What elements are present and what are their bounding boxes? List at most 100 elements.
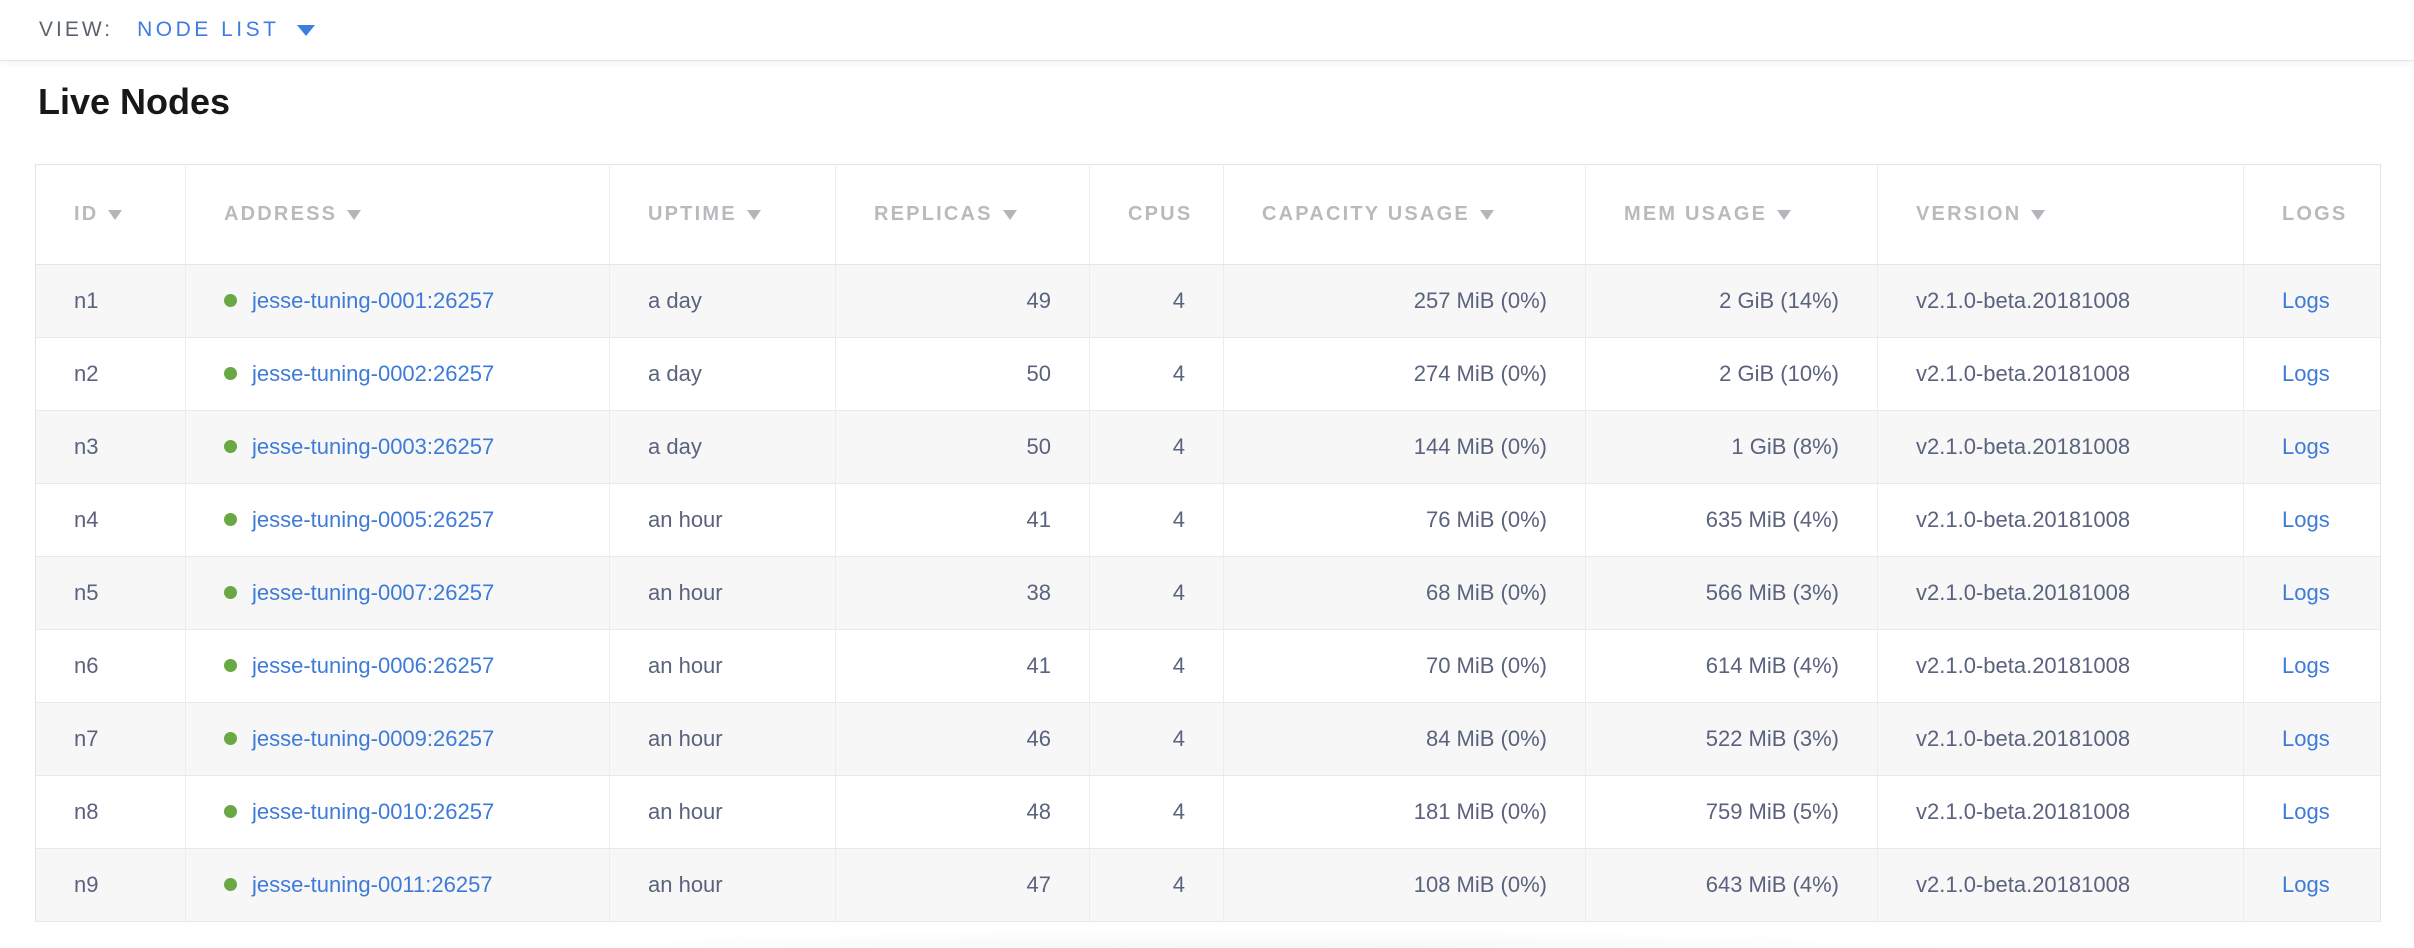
node-address-cell: jesse-tuning-0003:26257 bbox=[185, 410, 610, 484]
column-header-address[interactable]: ADDRESS bbox=[185, 164, 610, 265]
address-link[interactable]: jesse-tuning-0002:26257 bbox=[252, 361, 495, 386]
mem-usage-cell: 566 MiB (3%) bbox=[1585, 556, 1878, 630]
logs-link[interactable]: Logs bbox=[2282, 434, 2330, 459]
column-header-cpus: CPUS bbox=[1089, 164, 1224, 265]
mem-usage-cell: 614 MiB (4%) bbox=[1585, 629, 1878, 703]
node-id-cell: n6 bbox=[35, 629, 186, 703]
address-link[interactable]: jesse-tuning-0009:26257 bbox=[252, 726, 495, 751]
version-cell: v2.1.0-beta.20181008 bbox=[1877, 483, 2244, 557]
column-header-id[interactable]: ID bbox=[35, 164, 186, 265]
capacity-usage-cell: 181 MiB (0%) bbox=[1223, 775, 1586, 849]
column-header-version[interactable]: VERSION bbox=[1877, 164, 2244, 265]
address-link[interactable]: jesse-tuning-0005:26257 bbox=[252, 507, 495, 532]
version-cell: v2.1.0-beta.20181008 bbox=[1877, 556, 2244, 630]
logs-link[interactable]: Logs bbox=[2282, 799, 2330, 824]
logs-link[interactable]: Logs bbox=[2282, 726, 2330, 751]
replicas-cell: 47 bbox=[835, 848, 1090, 922]
node-id-cell: n3 bbox=[35, 410, 186, 484]
capacity-usage-cell: 144 MiB (0%) bbox=[1223, 410, 1586, 484]
logs-cell: Logs bbox=[2243, 483, 2381, 557]
page-title: Live Nodes bbox=[38, 81, 231, 122]
capacity-usage-cell: 274 MiB (0%) bbox=[1223, 337, 1586, 411]
address-link[interactable]: jesse-tuning-0011:26257 bbox=[252, 872, 493, 897]
mem-usage-cell: 2 GiB (10%) bbox=[1585, 337, 1878, 411]
logs-link[interactable]: Logs bbox=[2282, 580, 2330, 605]
table-row: n7 jesse-tuning-0009:26257 an hour 46 4 … bbox=[35, 702, 2381, 776]
node-status-icon bbox=[224, 513, 237, 527]
table-row: n5 jesse-tuning-0007:26257 an hour 38 4 … bbox=[35, 556, 2381, 630]
logs-link[interactable]: Logs bbox=[2282, 288, 2330, 313]
sort-arrow-icon bbox=[2031, 210, 2046, 220]
node-id-cell: n4 bbox=[35, 483, 186, 557]
sort-arrow-icon bbox=[1002, 210, 1017, 220]
below-fold-shadow bbox=[500, 928, 2000, 948]
mem-usage-cell: 2 GiB (14%) bbox=[1585, 264, 1878, 338]
table-row: n1 jesse-tuning-0001:26257 a day 49 4 25… bbox=[35, 264, 2381, 338]
mem-usage-cell: 759 MiB (5%) bbox=[1585, 775, 1878, 849]
table-row: n9 jesse-tuning-0011:26257 an hour 47 4 … bbox=[35, 848, 2381, 922]
cpus-cell: 4 bbox=[1089, 264, 1224, 338]
logs-link[interactable]: Logs bbox=[2282, 653, 2330, 678]
table-row: n3 jesse-tuning-0003:26257 a day 50 4 14… bbox=[35, 410, 2381, 484]
node-status-icon bbox=[224, 294, 237, 308]
column-header-replicas[interactable]: REPLICAS bbox=[835, 164, 1090, 265]
node-status-icon bbox=[224, 367, 237, 381]
address-link[interactable]: jesse-tuning-0006:26257 bbox=[252, 653, 495, 678]
logs-link[interactable]: Logs bbox=[2282, 872, 2330, 897]
cpus-cell: 4 bbox=[1089, 775, 1224, 849]
replicas-cell: 50 bbox=[835, 410, 1090, 484]
logs-cell: Logs bbox=[2243, 775, 2381, 849]
live-nodes-section: Live Nodes ID ADDRESS UPTIME REPLICAS CP… bbox=[0, 82, 2414, 948]
column-header-mem-usage[interactable]: MEM USAGE bbox=[1585, 164, 1878, 265]
logs-cell: Logs bbox=[2243, 848, 2381, 922]
mem-usage-cell: 522 MiB (3%) bbox=[1585, 702, 1878, 776]
version-cell: v2.1.0-beta.20181008 bbox=[1877, 410, 2244, 484]
logs-link[interactable]: Logs bbox=[2282, 507, 2330, 532]
replicas-cell: 49 bbox=[835, 264, 1090, 338]
sort-arrow-icon bbox=[1777, 210, 1792, 220]
table-row: n2 jesse-tuning-0002:26257 a day 50 4 27… bbox=[35, 337, 2381, 411]
version-cell: v2.1.0-beta.20181008 bbox=[1877, 848, 2244, 922]
node-address-cell: jesse-tuning-0006:26257 bbox=[185, 629, 610, 703]
node-id-cell: n8 bbox=[35, 775, 186, 849]
uptime-cell: an hour bbox=[609, 629, 836, 703]
mem-usage-cell: 643 MiB (4%) bbox=[1585, 848, 1878, 922]
capacity-usage-cell: 76 MiB (0%) bbox=[1223, 483, 1586, 557]
address-link[interactable]: jesse-tuning-0001:26257 bbox=[252, 288, 495, 313]
uptime-cell: an hour bbox=[609, 483, 836, 557]
node-address-cell: jesse-tuning-0010:26257 bbox=[185, 775, 610, 849]
uptime-cell: an hour bbox=[609, 775, 836, 849]
uptime-cell: an hour bbox=[609, 556, 836, 630]
version-cell: v2.1.0-beta.20181008 bbox=[1877, 264, 2244, 338]
replicas-cell: 41 bbox=[835, 629, 1090, 703]
address-link[interactable]: jesse-tuning-0007:26257 bbox=[252, 580, 495, 605]
mem-usage-cell: 1 GiB (8%) bbox=[1585, 410, 1878, 484]
capacity-usage-cell: 70 MiB (0%) bbox=[1223, 629, 1586, 703]
node-address-cell: jesse-tuning-0002:26257 bbox=[185, 337, 610, 411]
version-cell: v2.1.0-beta.20181008 bbox=[1877, 629, 2244, 703]
cpus-cell: 4 bbox=[1089, 410, 1224, 484]
uptime-cell: a day bbox=[609, 264, 836, 338]
cpus-cell: 4 bbox=[1089, 556, 1224, 630]
view-selector-bar: VIEW: NODE LIST bbox=[0, 0, 2414, 61]
column-header-uptime[interactable]: UPTIME bbox=[609, 164, 836, 265]
logs-cell: Logs bbox=[2243, 264, 2381, 338]
logs-link[interactable]: Logs bbox=[2282, 361, 2330, 386]
sort-arrow-icon bbox=[347, 210, 362, 220]
version-cell: v2.1.0-beta.20181008 bbox=[1877, 775, 2244, 849]
version-cell: v2.1.0-beta.20181008 bbox=[1877, 702, 2244, 776]
address-link[interactable]: jesse-tuning-0010:26257 bbox=[252, 799, 495, 824]
node-status-icon bbox=[224, 878, 237, 892]
address-link[interactable]: jesse-tuning-0003:26257 bbox=[252, 434, 495, 459]
cpus-cell: 4 bbox=[1089, 702, 1224, 776]
view-label: VIEW: bbox=[39, 18, 114, 41]
capacity-usage-cell: 68 MiB (0%) bbox=[1223, 556, 1586, 630]
capacity-usage-cell: 108 MiB (0%) bbox=[1223, 848, 1586, 922]
sort-arrow-icon bbox=[1479, 210, 1494, 220]
cpus-cell: 4 bbox=[1089, 337, 1224, 411]
node-address-cell: jesse-tuning-0001:26257 bbox=[185, 264, 610, 338]
view-dropdown[interactable]: NODE LIST bbox=[137, 18, 316, 42]
replicas-cell: 50 bbox=[835, 337, 1090, 411]
node-status-icon bbox=[224, 440, 237, 454]
column-header-capacity-usage[interactable]: CAPACITY USAGE bbox=[1223, 164, 1586, 265]
